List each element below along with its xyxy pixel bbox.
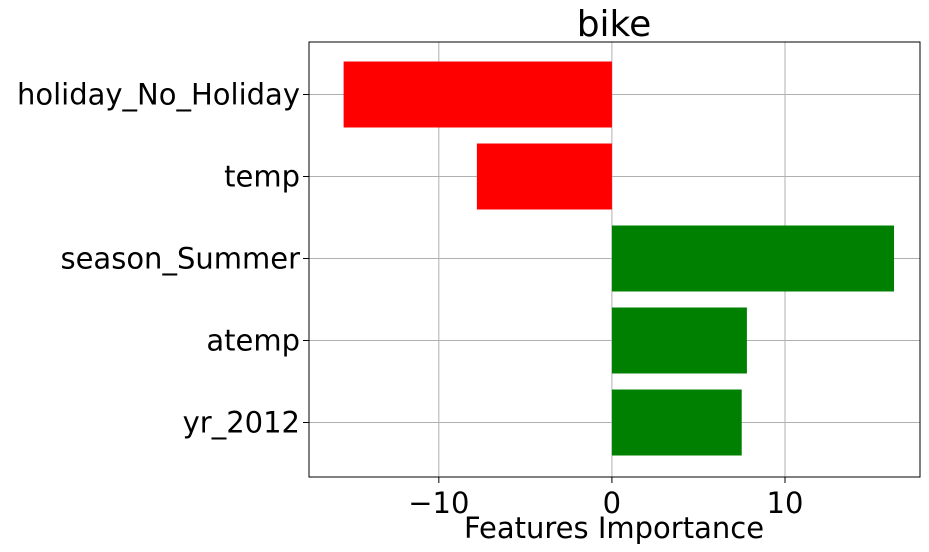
x-tick-label: −10 [408,486,469,520]
bar-yr-2012 [611,389,742,456]
bar-atemp [611,307,747,374]
plot-frame [308,41,921,478]
chart-title: bike [577,4,652,45]
y-tick-label: temp [224,160,300,194]
bar-season-summer [611,225,895,292]
x-tick-labels: −10 0 10 [408,477,803,520]
bar-holiday-no-holiday [343,61,612,128]
y-tick-label: season_Summer [60,242,300,276]
bar-temp [476,143,612,210]
y-tick-label: yr_2012 [183,406,300,440]
bars [343,61,895,456]
x-tick-label: 0 [603,486,621,520]
y-tick-label: atemp [206,324,300,358]
x-axis-label: Features Importance [464,511,764,545]
x-tick-label: 10 [767,486,804,520]
y-tick-label: holiday_No_Holiday [17,78,300,112]
